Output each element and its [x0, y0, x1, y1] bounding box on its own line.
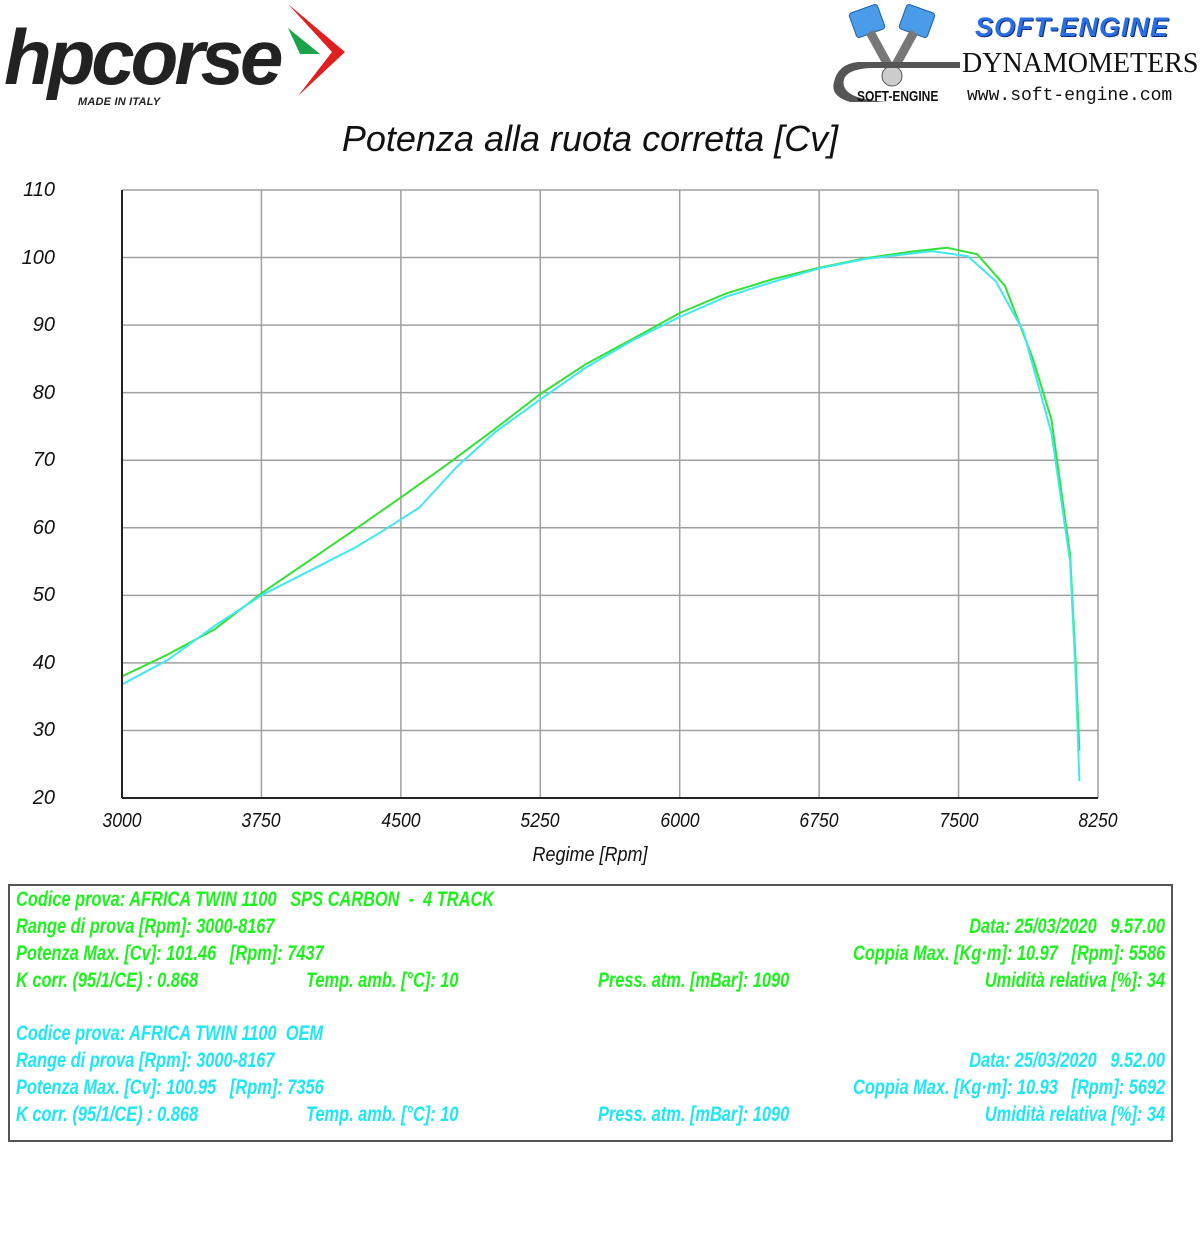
x-tick-label: 5250: [520, 810, 560, 832]
y-tick-label: 40: [32, 652, 55, 674]
hpcorse-tagline: MADE IN ITALY: [78, 96, 161, 108]
test-info-panel-oem: Codice prova: AFRICA TWIN 1100 OEM Range…: [8, 1022, 1173, 1142]
green-chevron-icon: [288, 28, 320, 54]
chart-series: [121, 246, 1081, 782]
test-max-power: Potenza Max. [Cv]: 100.95 [Rpm]: 7356: [16, 1076, 324, 1099]
test-pressure: Press. atm. [mBar]: 1090: [598, 1103, 790, 1126]
test-max-power: Potenza Max. [Cv]: 101.46 [Rpm]: 7437: [16, 942, 324, 965]
test-max-row: Potenza Max. [Cv]: 101.46 [Rpm]: 7437 Co…: [16, 942, 1165, 969]
y-tick-label: 30: [32, 719, 55, 741]
hpcorse-wordmark: hpcorse: [4, 13, 282, 101]
y-tick-label: 80: [32, 382, 55, 404]
test-range: Range di prova [Rpm]: 3000-8167: [16, 915, 275, 938]
power-chart-plot: [121, 189, 1099, 799]
soft-engine-mark: SOFT-ENGINE: [857, 88, 939, 105]
test-kcorr: K corr. (95/1/CE) : 0.868: [16, 969, 199, 992]
x-tick-label: 3750: [241, 810, 281, 832]
test-kcorr: K corr. (95/1/CE) : 0.868: [16, 1103, 199, 1126]
y-tick-label: 20: [32, 787, 55, 809]
test-humidity: Umidità relativa [%]: 34: [984, 969, 1165, 992]
s-swoosh-icon: [833, 62, 960, 102]
series-line-oem: [121, 250, 1081, 782]
test-range-row: Range di prova [Rpm]: 3000-8167 Data: 25…: [16, 1049, 1165, 1076]
test-conditions-row: K corr. (95/1/CE) : 0.868 Temp. amb. [°C…: [16, 969, 1165, 996]
y-tick-label: 100: [21, 247, 55, 269]
test-humidity: Umidità relativa [%]: 34: [984, 1103, 1165, 1126]
hpcorse-logo: hpcorse: [4, 4, 345, 101]
x-tick-label: 6750: [799, 810, 839, 832]
chart-title: Potenza alla ruota corretta [Cv]: [341, 118, 839, 159]
x-tick-label: 8250: [1078, 810, 1118, 832]
soft-engine-logo-graphic: [833, 3, 960, 102]
y-tick-label: 50: [32, 584, 55, 606]
x-tick-label: 3000: [102, 810, 142, 832]
x-axis-label: Regime [Rpm]: [532, 844, 648, 866]
test-code: Codice prova: AFRICA TWIN 1100 OEM: [16, 1022, 324, 1045]
test-range-row: Range di prova [Rpm]: 3000-8167 Data: 25…: [16, 915, 1165, 942]
soft-engine-title: SOFT-ENGINE: [975, 12, 1170, 42]
chart-grid: [121, 189, 1099, 799]
x-tick-label: 4500: [381, 810, 421, 832]
test-date: Data: 25/03/2020 9.57.00: [969, 915, 1165, 938]
test-max-torque: Coppia Max. [Kg·m]: 10.97 [Rpm]: 5586: [852, 942, 1165, 965]
test-pressure: Press. atm. [mBar]: 1090: [598, 969, 790, 992]
y-tick-label: 90: [32, 314, 55, 336]
series-line-sps-carbon: [121, 246, 1081, 751]
soft-engine-url: www.soft-engine.com: [967, 86, 1173, 106]
soft-engine-subtitle: DYNAMOMETERS: [962, 48, 1199, 79]
piston-v-icon: [848, 3, 936, 87]
x-tick-label: 7500: [939, 810, 979, 832]
test-max-row: Potenza Max. [Cv]: 100.95 [Rpm]: 7356 Co…: [16, 1076, 1165, 1103]
test-date: Data: 25/03/2020 9.52.00: [969, 1049, 1165, 1072]
y-tick-label: 70: [32, 449, 55, 471]
test-temp: Temp. amb. [°C]: 10: [306, 1103, 459, 1126]
test-info-panel-sps-carbon: Codice prova: AFRICA TWIN 1100 SPS CARBO…: [8, 884, 1173, 1024]
y-tick-label: 60: [32, 517, 55, 539]
test-max-torque: Coppia Max. [Kg·m]: 10.93 [Rpm]: 5692: [852, 1076, 1165, 1099]
red-chevron-icon: [288, 4, 345, 96]
test-range: Range di prova [Rpm]: 3000-8167: [16, 1049, 275, 1072]
test-conditions-row: K corr. (95/1/CE) : 0.868 Temp. amb. [°C…: [16, 1103, 1165, 1130]
y-tick-label: 110: [23, 179, 55, 201]
test-code-row: Codice prova: AFRICA TWIN 1100 OEM: [16, 1022, 1165, 1049]
test-code: Codice prova: AFRICA TWIN 1100 SPS CARBO…: [16, 888, 495, 911]
x-tick-label: 6000: [660, 810, 700, 832]
test-temp: Temp. amb. [°C]: 10: [306, 969, 459, 992]
test-code-row: Codice prova: AFRICA TWIN 1100 SPS CARBO…: [16, 888, 1165, 915]
